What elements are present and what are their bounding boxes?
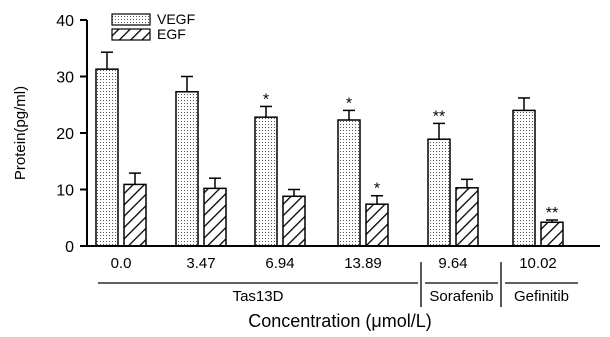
y-ticks: 0 10 20 30 40 (56, 13, 87, 256)
bar-vegf (427, 138, 451, 247)
bar-vegf (337, 119, 361, 247)
bars-layer: * ****** (95, 51, 564, 247)
y-tick-label: 30 (56, 70, 74, 87)
bar-vegf (512, 109, 536, 247)
group-label: Tas13D (233, 288, 284, 305)
significance-marker-vegf: * (263, 91, 269, 108)
category-label: 13.89 (344, 255, 382, 272)
legend-swatch-vegf (111, 13, 151, 26)
bar-vegf (95, 68, 119, 247)
category-label: 3.47 (186, 255, 215, 272)
category-label: 6.94 (265, 255, 294, 272)
category-labels: 0.0 3.47 6.94 13.89 9.64 10.02 (111, 255, 557, 272)
significance-marker-vegf: ** (433, 108, 445, 125)
y-tick-label: 10 (56, 183, 74, 200)
x-axis-label: Concentration (μmol/L) (248, 311, 431, 331)
bar-egf (123, 183, 147, 247)
bar-egf (282, 195, 306, 247)
bar-egf (455, 187, 479, 247)
significance-marker-egf: * (374, 181, 380, 198)
bar-vegf (254, 116, 278, 247)
category-label: 10.02 (519, 255, 557, 272)
y-tick-label: 20 (56, 126, 74, 143)
bar-egf (203, 187, 227, 247)
bar-egf (365, 203, 389, 247)
y-tick-label: 40 (56, 13, 74, 30)
significance-marker-egf: ** (546, 205, 558, 222)
significance-marker-vegf: * (346, 95, 352, 112)
group-labels: Tas13D Sorafenib Gefinitib (98, 262, 578, 307)
bar-vegf (175, 91, 199, 247)
bar-egf (540, 221, 564, 247)
legend: VEGF EGF (111, 11, 195, 42)
legend-label-vegf: VEGF (157, 11, 195, 27)
y-tick-label: 0 (65, 239, 74, 256)
legend-swatch-egf (111, 28, 151, 41)
legend-label-egf: EGF (157, 26, 186, 42)
category-label: 0.0 (111, 255, 132, 272)
y-axis-label: Protein(pg/ml) (12, 86, 29, 180)
category-label: 9.64 (438, 255, 467, 272)
group-label: Gefinitib (514, 288, 569, 305)
group-label: Sorafenib (429, 288, 493, 305)
